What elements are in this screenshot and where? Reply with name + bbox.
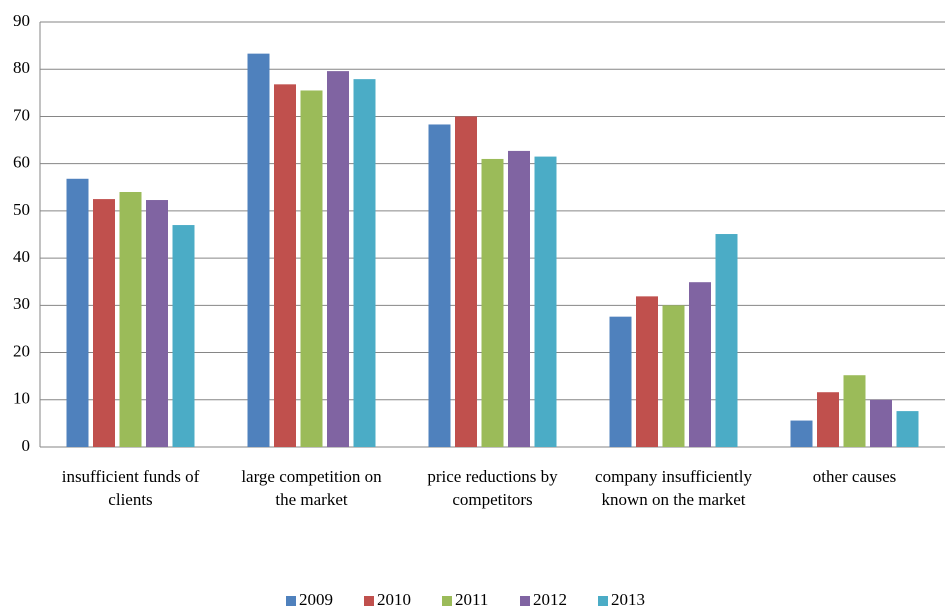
y-tick-label: 20 — [13, 341, 30, 360]
legend-label: 2012 — [533, 590, 567, 609]
label-line: clients — [108, 490, 152, 509]
legend-swatch — [442, 596, 452, 606]
y-tick-label: 30 — [13, 294, 30, 313]
label-line: large competition on — [241, 467, 382, 486]
y-tick-label: 60 — [13, 153, 30, 172]
bar — [715, 234, 738, 447]
bar — [455, 116, 477, 447]
legend-label: 2010 — [377, 590, 411, 609]
label-line: other causes — [813, 467, 897, 486]
legend-swatch — [520, 596, 530, 606]
label-line: known on the market — [602, 490, 746, 509]
bar — [790, 420, 813, 447]
y-tick-label: 50 — [13, 200, 30, 219]
bar — [247, 53, 270, 448]
bar — [662, 305, 685, 447]
bar — [93, 199, 115, 447]
legend-swatch — [598, 596, 608, 606]
legend-swatch — [364, 596, 374, 606]
bar — [146, 200, 168, 447]
bar — [353, 79, 376, 447]
y-tick-label: 90 — [13, 11, 30, 30]
x-tick-label: price reductions by competitors — [427, 467, 558, 509]
y-tick-label: 0 — [22, 436, 31, 455]
label-line: price reductions by — [427, 467, 558, 486]
bar — [300, 90, 323, 447]
bar — [817, 392, 839, 447]
bar — [508, 150, 530, 447]
label-line: competitors — [452, 490, 532, 509]
y-tick-label: 80 — [13, 58, 30, 77]
bar — [689, 282, 711, 447]
bar — [481, 158, 504, 447]
bar — [843, 375, 866, 447]
bar — [274, 84, 296, 447]
legend-label: 2009 — [299, 590, 333, 609]
y-tick-label: 70 — [13, 105, 30, 124]
bar — [428, 124, 451, 447]
bar — [66, 178, 89, 447]
bar — [172, 225, 195, 447]
x-tick-label: large competition on the market — [241, 467, 382, 509]
label-line: company insufficiently — [595, 467, 752, 486]
bar — [327, 71, 349, 447]
y-tick-label: 10 — [13, 389, 30, 408]
x-tick-label: insufficient funds of clients — [62, 467, 200, 509]
bar — [534, 156, 557, 448]
x-tick-label: company insufficiently known on the marke… — [595, 467, 752, 509]
label-line: insufficient funds of — [62, 467, 200, 486]
bar — [636, 296, 658, 447]
bar — [119, 192, 142, 447]
legend-swatch — [286, 596, 296, 606]
legend-label: 2011 — [455, 590, 488, 609]
bar — [609, 316, 632, 447]
bar — [896, 411, 919, 447]
label-line: the market — [275, 490, 347, 509]
y-tick-label: 40 — [13, 247, 30, 266]
x-tick-label: other causes — [813, 467, 897, 486]
legend-label: 2013 — [611, 590, 645, 609]
bar — [870, 399, 892, 447]
